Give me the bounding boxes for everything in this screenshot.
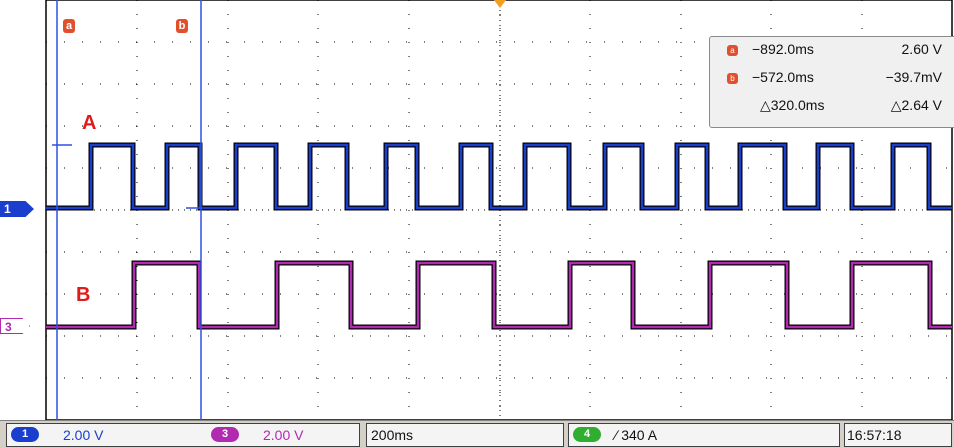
channel-1-badge: 1 bbox=[11, 427, 39, 442]
trace-b-shadow bbox=[46, 260, 952, 330]
readout-row-a: a −892.0ms 2.60 V bbox=[710, 41, 954, 63]
cursor-b-value: −39.7mV bbox=[885, 69, 942, 85]
delta-value: △2.64 V bbox=[890, 97, 942, 113]
trace-b bbox=[46, 261, 952, 329]
trigger-position-marker bbox=[494, 0, 506, 8]
cursor-a-marker[interactable]: a bbox=[63, 19, 75, 33]
trace-a-shadow bbox=[46, 142, 952, 211]
channel-3-badge: 3 bbox=[211, 427, 239, 442]
trigger-channel-badge: 4 bbox=[573, 427, 601, 442]
trace-label-a: A bbox=[82, 112, 97, 134]
clock-segment: 16:57:18 bbox=[844, 423, 952, 447]
delta-time: △320.0ms bbox=[760, 97, 825, 113]
cursor-a-value: 2.60 V bbox=[901, 41, 942, 57]
channel-1-scale-segment[interactable]: 1 2.00 V 3 2.00 V bbox=[6, 423, 360, 447]
cursor-a-time: −892.0ms bbox=[752, 41, 814, 57]
cursor-a-icon: a bbox=[727, 45, 738, 56]
cursor-b-icon: b bbox=[727, 73, 738, 84]
clock-time: 16:57:18 bbox=[847, 427, 902, 443]
status-bar: 1 2.00 V 3 2.00 V 200ms 4 ∕ 340 A 16:57:… bbox=[0, 420, 954, 448]
channel-1-scale: 2.00 V bbox=[63, 427, 104, 443]
timebase-segment[interactable]: 200ms bbox=[366, 423, 564, 447]
cursor-readout-panel: a −892.0ms 2.60 V b −572.0ms −39.7mV △32… bbox=[709, 36, 954, 128]
channel-3-scale: 2.00 V bbox=[263, 427, 304, 443]
waveform-canvas bbox=[45, 0, 953, 420]
timebase-value: 200ms bbox=[371, 427, 414, 443]
trigger-level: ∕ 340 A bbox=[615, 427, 658, 443]
channel-3-marker[interactable]: 3 bbox=[0, 318, 30, 334]
readout-row-delta: △320.0ms △2.64 V bbox=[710, 97, 954, 119]
waveform-display[interactable]: a b A B 1 3 a −892.0ms 2.60 V b −572.0ms… bbox=[0, 0, 954, 420]
cursor-b-marker[interactable]: b bbox=[176, 19, 188, 33]
trace-a bbox=[46, 143, 952, 210]
channel-1-marker[interactable]: 1 bbox=[0, 201, 34, 217]
readout-row-b: b −572.0ms −39.7mV bbox=[710, 69, 954, 91]
trigger-segment[interactable]: 4 ∕ 340 A bbox=[568, 423, 840, 447]
cursor-b-time: −572.0ms bbox=[752, 69, 814, 85]
trace-label-b: B bbox=[76, 284, 91, 306]
